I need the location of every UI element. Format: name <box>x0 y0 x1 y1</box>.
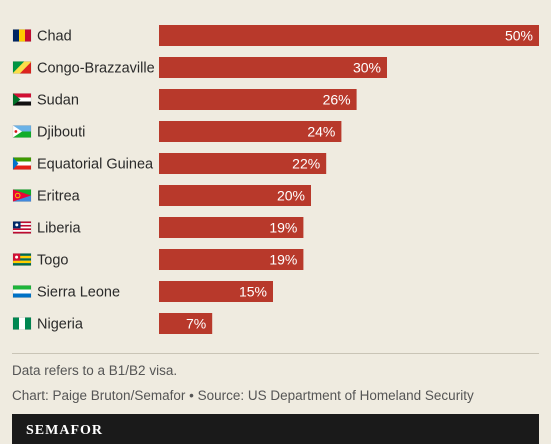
value-label: 22% <box>292 156 320 172</box>
bar <box>159 281 273 302</box>
category-label: Sudan <box>37 93 79 109</box>
bar <box>159 185 311 206</box>
category-label: Sierra Leone <box>37 285 120 301</box>
flag-equatorial-guinea-icon <box>12 157 32 170</box>
bar <box>159 57 387 78</box>
value-label: 15% <box>239 284 267 300</box>
value-label: 20% <box>277 188 305 204</box>
footer-bar: SEMAFOR <box>12 414 539 444</box>
value-label: 19% <box>269 220 297 236</box>
bar-chart: Chad 50% Congo-Brazzaville 30% Sudan 26% Djibo… <box>12 25 539 334</box>
visa-note: Data refers to a B1/B2 visa. <box>12 363 178 378</box>
category-label: Chad <box>37 29 72 45</box>
bar <box>159 313 213 334</box>
bar <box>159 249 304 270</box>
bar <box>159 121 342 142</box>
source-credit: Chart: Paige Bruton/Semafor • Source: US… <box>12 388 474 403</box>
flag-sudan-icon <box>12 93 32 106</box>
category-label: Liberia <box>37 221 81 237</box>
flag-eritrea-icon <box>12 189 32 202</box>
flag-sierra-leone-icon <box>12 285 32 298</box>
bar <box>159 25 539 46</box>
category-label: Equatorial Guinea <box>37 157 154 173</box>
flag-chad-icon <box>12 29 32 42</box>
value-label: 24% <box>307 124 335 140</box>
flag-liberia-icon <box>12 221 32 234</box>
category-label: Djibouti <box>37 125 85 141</box>
category-label: Congo-Brazzaville <box>37 61 155 77</box>
category-label: Nigeria <box>37 317 84 333</box>
value-label: 7% <box>186 316 206 332</box>
bar <box>159 89 357 110</box>
flag-djibouti-icon <box>12 125 32 138</box>
flag-congo-brazzaville-icon <box>12 61 32 74</box>
flag-togo-icon <box>12 253 32 266</box>
value-label: 26% <box>323 92 351 108</box>
flag-nigeria-icon <box>12 317 32 330</box>
bar <box>159 217 304 238</box>
category-label: Togo <box>37 253 68 269</box>
value-label: 30% <box>353 60 381 76</box>
divider <box>12 353 539 354</box>
value-label: 19% <box>269 252 297 268</box>
brand-logo: SEMAFOR <box>26 423 103 438</box>
category-label: Eritrea <box>37 189 81 205</box>
bar <box>159 153 327 174</box>
value-label: 50% <box>505 28 533 44</box>
